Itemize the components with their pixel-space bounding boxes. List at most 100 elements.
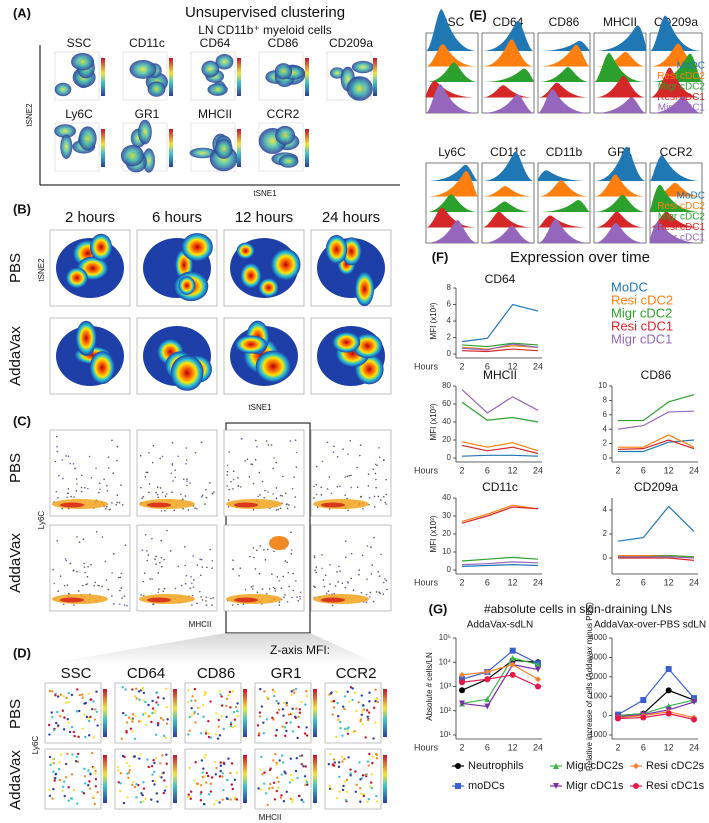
mfi-dot — [153, 761, 156, 765]
histogram — [538, 89, 590, 113]
legend-entry: Resi cDC2 — [657, 201, 705, 212]
mfi-dot — [229, 723, 233, 726]
mfi-dot — [232, 710, 236, 714]
scatter-dot — [226, 464, 229, 467]
mfi-dot — [376, 700, 379, 704]
density-core — [60, 597, 84, 603]
x-tick-label: 12 — [508, 742, 518, 752]
mfi-dot — [218, 801, 221, 804]
scatter-dot — [259, 545, 262, 547]
mfi-dot — [285, 721, 288, 725]
scatter-dot — [238, 574, 240, 577]
scatter-dot — [320, 486, 323, 489]
scatter-dot — [205, 600, 207, 602]
label: (B) — [13, 201, 31, 216]
scatter-dot — [277, 508, 279, 511]
scatter-dot — [139, 454, 142, 457]
x-tick-label: 2 — [615, 577, 620, 587]
scatter-dot — [336, 455, 339, 458]
scatter-dot — [283, 596, 285, 599]
mfi-dot — [370, 786, 373, 790]
scatter-dot — [292, 589, 295, 592]
mfi-dot — [93, 718, 97, 721]
scatter-dot — [87, 565, 89, 568]
mfi-dot — [117, 769, 120, 772]
scatter-dot — [169, 550, 172, 552]
mfi-dot — [138, 698, 141, 701]
x-tick-label: 24 — [533, 577, 543, 587]
scatter-dot — [59, 575, 62, 577]
mfi-dot — [361, 774, 365, 777]
scatter-dot — [284, 560, 287, 562]
mfi-dot — [281, 708, 285, 711]
scatter-dot — [185, 459, 188, 461]
color-bar — [103, 755, 107, 803]
mfi-dot — [135, 687, 138, 690]
mfi-dot — [165, 753, 168, 756]
scatter-dot — [278, 579, 281, 582]
mfi-dot — [263, 690, 266, 693]
scatter-dot — [160, 556, 163, 559]
scatter-dot — [350, 486, 352, 489]
scatter-dot — [185, 574, 188, 577]
scatter-dot — [333, 445, 335, 448]
histogram — [594, 51, 646, 67]
mfi-dot — [205, 771, 208, 775]
mfi-dot — [233, 718, 237, 721]
scatter-dot — [212, 597, 214, 599]
mfi-dot — [89, 773, 92, 776]
data-point — [459, 700, 465, 707]
scatter-dot — [161, 565, 163, 568]
density-core — [321, 502, 345, 508]
mfi-dot — [292, 689, 295, 692]
mfi-dot — [131, 730, 134, 733]
scatter-dot — [52, 569, 54, 571]
mfi-dot — [305, 780, 309, 784]
scatter-dot — [288, 504, 290, 506]
label: CD64 — [200, 36, 231, 50]
scatter-dot — [226, 470, 229, 473]
mfi-dot — [265, 695, 269, 699]
mfi-dot — [88, 787, 92, 790]
x-tick-label: 12 — [508, 361, 518, 371]
tsne-blob — [207, 83, 228, 96]
histogram — [650, 15, 702, 51]
mfi-dot — [282, 800, 286, 803]
scatter-dot — [123, 604, 126, 606]
figure-content: (A) Unsupervised clustering LN CD11b⁺ myel… — [7, 4, 706, 822]
tsne-blob — [346, 76, 373, 101]
legend-entry: Resi cDC1 — [657, 92, 705, 103]
mfi-dot — [145, 723, 148, 726]
label: GR1 — [271, 665, 302, 682]
scatter-dot — [157, 496, 159, 498]
scatter-dot — [347, 453, 349, 455]
scatter-dot — [369, 591, 372, 594]
scatter-dot — [291, 487, 294, 490]
scatter-dot — [99, 488, 101, 491]
mfi-dot — [215, 712, 218, 715]
scatter-dot — [334, 585, 337, 587]
density-core — [234, 597, 258, 603]
mfi-dot — [355, 783, 358, 787]
scatter-dot — [252, 482, 255, 485]
histogram — [482, 20, 534, 51]
scatter-dot — [151, 537, 153, 540]
scatter-dot — [83, 562, 85, 565]
scatter-dot — [291, 596, 293, 599]
y-tick-label: 10⁴ — [439, 657, 452, 666]
scatter-dot — [361, 554, 364, 557]
mfi-dot — [305, 690, 308, 693]
scatter-dot — [244, 588, 247, 591]
scatter-dot — [252, 585, 254, 587]
scatter-dot — [368, 496, 371, 499]
scatter-dot — [370, 573, 373, 575]
scatter-dot — [171, 442, 174, 444]
mfi-dot — [338, 775, 341, 778]
scatter-dot — [185, 462, 187, 465]
scatter-dot — [344, 476, 347, 478]
mfi-dot — [305, 734, 309, 737]
scatter-dot — [83, 566, 86, 568]
mfi-dot — [82, 792, 86, 795]
scatter-dot — [282, 475, 284, 478]
density-blob — [66, 267, 88, 289]
